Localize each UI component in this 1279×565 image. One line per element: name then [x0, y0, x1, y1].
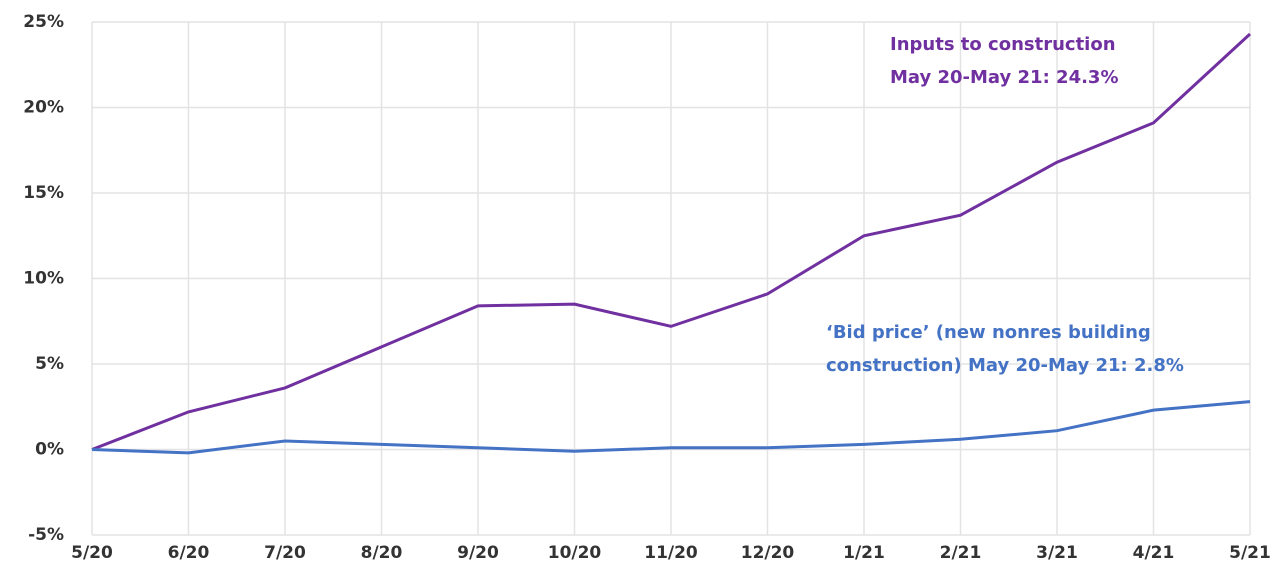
y-tick-label: -5%	[28, 525, 64, 545]
x-tick-label: 11/20	[644, 543, 698, 563]
annotation: ‘Bid price’ (new nonres building	[826, 322, 1151, 343]
x-tick-label: 12/20	[741, 543, 795, 563]
y-tick-label: 0%	[35, 440, 64, 460]
x-tick-label: 3/21	[1036, 543, 1078, 563]
series-line	[91, 32, 1252, 451]
x-tick-label: 1/21	[843, 543, 885, 563]
x-tick-label: 10/20	[548, 543, 602, 563]
x-tick-label: 5/20	[71, 543, 113, 563]
x-tick-label: 6/20	[168, 543, 210, 563]
annotation: Inputs to construction	[890, 34, 1116, 55]
y-tick-label: 15%	[23, 183, 64, 203]
x-tick-label: 2/21	[940, 543, 982, 563]
x-tick-label: 7/20	[264, 543, 306, 563]
x-tick-label: 8/20	[361, 543, 403, 563]
annotation: construction) May 20-May 21: 2.8%	[826, 355, 1184, 376]
x-tick-label: 5/21	[1229, 543, 1271, 563]
x-tick-label: 9/20	[457, 543, 499, 563]
y-tick-label: 20%	[23, 98, 64, 118]
y-tick-label: 10%	[23, 269, 64, 289]
y-tick-label: 25%	[23, 12, 64, 32]
y-tick-label: 5%	[35, 354, 64, 374]
series-line	[91, 400, 1251, 455]
x-tick-label: 4/21	[1133, 543, 1175, 563]
annotation: May 20-May 21: 24.3%	[890, 67, 1119, 88]
